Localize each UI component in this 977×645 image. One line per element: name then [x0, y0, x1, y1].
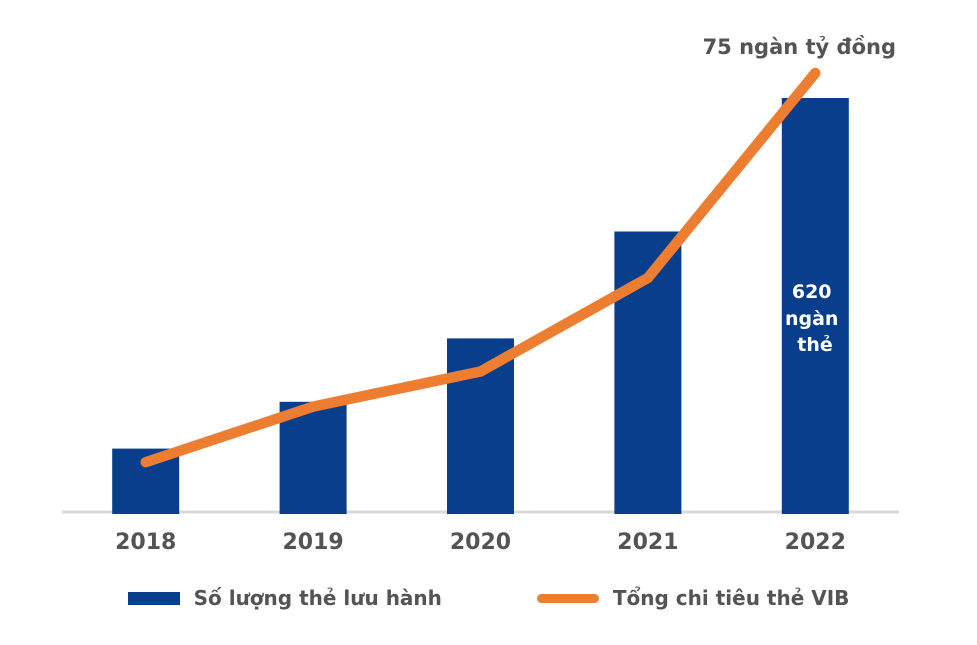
chart-canvas: 2018 2019 2020 2021 2022 75 ngàn tỷ đồng 620…	[62, 35, 899, 555]
legend-label-cards: Số lượng thẻ lưu hành	[193, 586, 442, 610]
x-axis-labels: 2018 2019 2020 2021 2022	[115, 530, 846, 555]
bar-2019	[279, 401, 347, 514]
x-tick-2022: 2022	[785, 530, 846, 555]
bar-2020	[447, 338, 514, 514]
line-end-annotation: 75 ngàn tỷ đồng	[703, 35, 896, 59]
x-tick-2020: 2020	[450, 530, 511, 555]
bar-2022	[781, 98, 849, 514]
legend-item-cards: Số lượng thẻ lưu hành	[127, 586, 442, 610]
x-tick-2018: 2018	[115, 530, 176, 555]
bar-annotation-line-2: ngàn	[785, 308, 838, 330]
line-series-swatch	[536, 593, 599, 603]
bar-annotation-line-1: 620	[792, 281, 832, 303]
bar-annotation-line-3: thẻ	[797, 334, 833, 356]
x-tick-2021: 2021	[617, 530, 678, 555]
line-series	[140, 67, 821, 468]
x-tick-2019: 2019	[282, 530, 343, 555]
bar-value-annotation: 620 ngàn thẻ	[785, 281, 845, 356]
bar-series-swatch	[127, 591, 180, 605]
legend-item-spend: Tổng chi tiêu thẻ VIB	[536, 586, 850, 610]
chart-legend: Số lượng thẻ lưu hành Tổng chi tiêu thẻ …	[0, 560, 977, 645]
legend-label-spend: Tổng chi tiêu thẻ VIB	[612, 586, 850, 610]
